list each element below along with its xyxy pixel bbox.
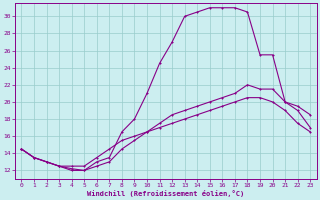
X-axis label: Windchill (Refroidissement éolien,°C): Windchill (Refroidissement éolien,°C): [87, 190, 244, 197]
